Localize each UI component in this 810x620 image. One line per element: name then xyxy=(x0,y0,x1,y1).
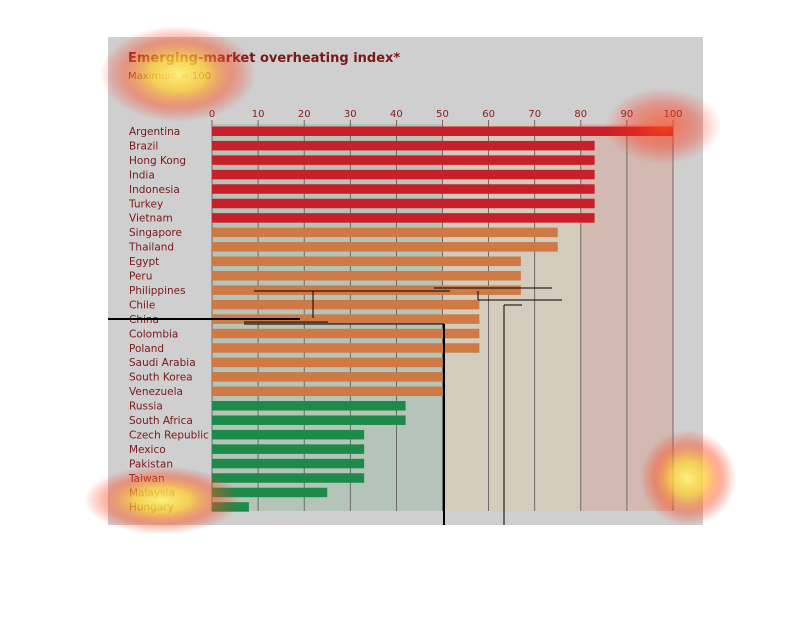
category-label: Czech Republic xyxy=(129,429,209,441)
x-tick-label: 50 xyxy=(436,109,449,120)
x-tick-label: 10 xyxy=(252,109,265,120)
bar-saudi-arabia xyxy=(212,357,443,368)
category-label: Taiwan xyxy=(128,473,165,485)
category-label: India xyxy=(129,169,155,181)
bar-malaysia xyxy=(212,487,328,498)
x-tick-label: 0 xyxy=(209,109,215,120)
category-label: Indonesia xyxy=(129,184,180,196)
category-label: Turkey xyxy=(128,198,163,210)
category-label: Chile xyxy=(129,299,155,311)
category-label: Brazil xyxy=(129,140,158,152)
bar-turkey xyxy=(212,198,595,209)
bar-vietnam xyxy=(212,213,595,223)
category-label: Singapore xyxy=(129,227,182,239)
bar-russia xyxy=(212,401,406,411)
bar-poland xyxy=(212,343,480,353)
category-label: South Africa xyxy=(129,415,193,427)
bar-hong-kong xyxy=(212,155,595,165)
category-label: Argentina xyxy=(129,126,180,138)
category-label: Vietnam xyxy=(129,213,173,225)
category-label: South Korea xyxy=(129,372,193,384)
bar-brazil xyxy=(212,140,595,151)
category-label: Venezuela xyxy=(129,386,183,398)
category-label: Hungary xyxy=(129,502,174,514)
bar-colombia xyxy=(212,328,480,339)
bar-venezuela xyxy=(212,386,443,397)
category-label: Mexico xyxy=(129,444,166,456)
bar-hungary xyxy=(212,502,249,512)
bar-argentina xyxy=(212,126,673,136)
bar-mexico xyxy=(212,444,365,454)
bar-philippines xyxy=(212,285,521,295)
category-label: Philippines xyxy=(129,285,186,297)
category-label: China xyxy=(129,314,159,326)
x-tick-label: 60 xyxy=(482,109,495,120)
category-label: Colombia xyxy=(129,328,178,340)
bar-pakistan xyxy=(212,458,365,469)
bar-china xyxy=(212,314,480,324)
x-tick-label: 20 xyxy=(298,109,311,120)
category-label: Hong Kong xyxy=(129,155,186,167)
category-label: Pakistan xyxy=(129,458,173,470)
category-label: Malaysia xyxy=(129,487,175,499)
category-label: Poland xyxy=(129,343,164,355)
bar-taiwan xyxy=(212,473,365,483)
bar-south-korea xyxy=(212,372,443,382)
bar-indonesia xyxy=(212,184,595,194)
bar-czech-republic xyxy=(212,429,365,440)
x-tick-label: 30 xyxy=(344,109,357,120)
category-label: Saudi Arabia xyxy=(129,357,196,369)
chart-panel: Emerging-market overheating index* Maxim… xyxy=(108,37,703,525)
bar-india xyxy=(212,169,595,180)
category-label: Russia xyxy=(129,401,163,413)
bar-peru xyxy=(212,270,521,281)
x-tick-label: 80 xyxy=(574,109,587,120)
category-label: Egypt xyxy=(129,256,159,268)
bar-singapore xyxy=(212,227,558,238)
bar-chile xyxy=(212,299,480,310)
x-tick-label: 90 xyxy=(621,109,634,120)
x-tick-label: 70 xyxy=(528,109,541,120)
bar-egypt xyxy=(212,256,521,267)
bar-thailand xyxy=(212,242,558,252)
x-tick-label: 40 xyxy=(390,109,403,120)
bar-south-africa xyxy=(212,415,406,425)
bar-chart-plot: 0 10 20 30 40 50 60 70 80 90 100 Argentina Brazil Hon… xyxy=(128,109,683,514)
category-label: Thailand xyxy=(128,242,174,254)
x-tick-label: 100 xyxy=(663,109,682,120)
category-label: Peru xyxy=(129,271,152,283)
